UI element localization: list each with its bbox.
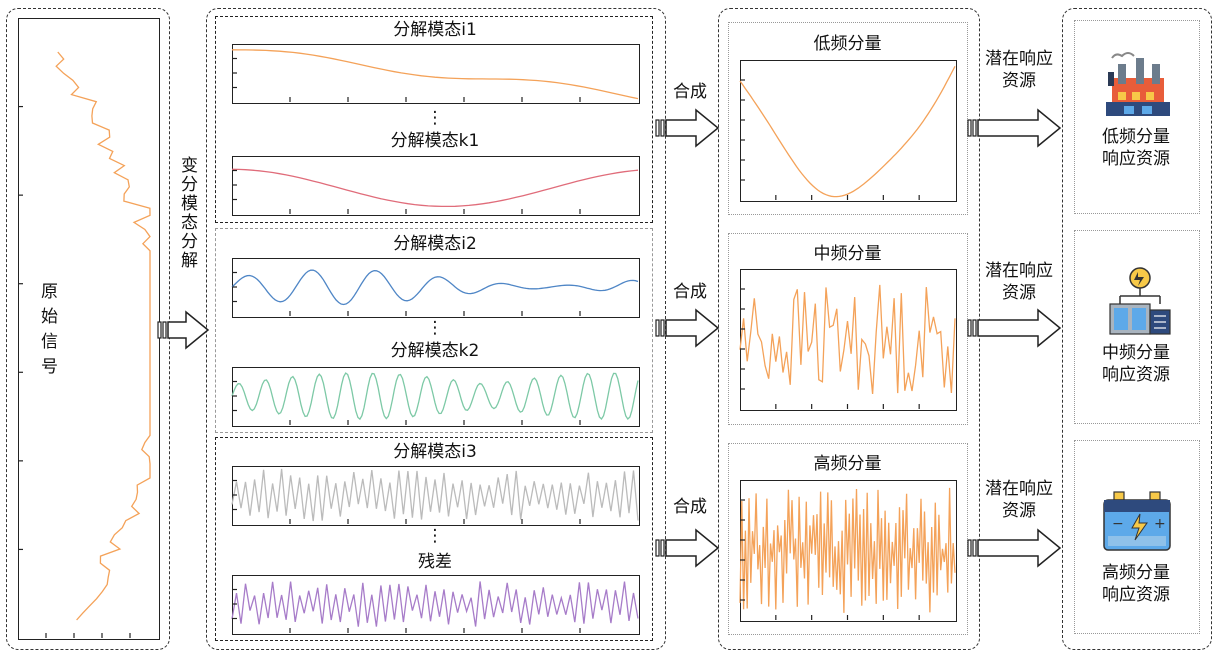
ellipsis-1: ⋮	[426, 108, 444, 128]
mid-resource-box	[1074, 230, 1200, 424]
mode-i2-plot	[232, 258, 640, 318]
synth-arrow-3-tail	[660, 539, 665, 557]
mode-k2-title: 分解模态k2	[390, 341, 480, 361]
ellipsis-3: ⋮	[426, 526, 444, 546]
resource-arrow-3-tail	[972, 539, 977, 557]
original-signal-text: 原始信号	[37, 282, 57, 382]
synth-label-3: 合成	[673, 497, 707, 517]
resource-arrow-1	[977, 108, 1062, 148]
vmd-arrow-tail	[157, 321, 162, 339]
high-resource-box	[1074, 440, 1200, 634]
mode-group-3	[215, 437, 653, 641]
low-component-title: 低频分量	[813, 34, 882, 54]
ellipsis-2: ⋮	[426, 318, 444, 338]
low-component-curve	[739, 66, 956, 198]
vmd-arrow-tail	[162, 321, 167, 339]
low-component-plot	[740, 60, 957, 202]
mode-i2-title: 分解模态i2	[393, 234, 477, 254]
synth-arrow-3	[665, 528, 720, 568]
original-signal-plot	[18, 18, 160, 640]
synth-label-2: 合成	[673, 282, 707, 302]
synth-arrow-1-tail	[655, 119, 660, 137]
original-signal-label: 原始信号	[34, 282, 57, 390]
synth-label-1: 合成	[673, 82, 707, 102]
mid-component-plot	[740, 269, 957, 411]
factory-icon	[1106, 52, 1170, 116]
low-component-box	[728, 22, 968, 215]
mode-i1-plot	[232, 44, 640, 104]
resource-arrow-1-tail	[967, 119, 972, 137]
mode-k1-title: 分解模态k1	[390, 131, 480, 151]
battery-icon: − +	[1103, 491, 1171, 551]
resource-arrow-2-tail	[972, 319, 977, 337]
potential-label-2: 潜在响应 资源	[985, 261, 1053, 303]
high-component-box	[728, 443, 968, 635]
resource-arrow-1-tail	[972, 119, 977, 137]
resource-arrow-2-tail	[967, 319, 972, 337]
mid-component-title: 中频分量	[813, 244, 882, 264]
synth-arrow-2-tail	[655, 319, 660, 337]
high-resource-text: 高频分量 响应资源	[1102, 563, 1170, 605]
svg-text:+: +	[1154, 516, 1166, 532]
resource-arrow-2	[977, 308, 1062, 348]
low-resource-box	[1074, 20, 1200, 214]
mode-group-2	[215, 228, 653, 433]
synth-arrow-1-tail	[660, 119, 665, 137]
mode-i1-title: 分解模态i1	[393, 20, 477, 40]
potential-label-1: 潜在响应 资源	[985, 49, 1053, 91]
synth-arrow-2	[665, 308, 720, 348]
low-resource-text: 低频分量 响应资源	[1102, 127, 1170, 169]
residual-curve	[231, 581, 639, 627]
vmd-label: 变分模态分解	[177, 156, 197, 270]
resource-arrow-3-tail	[967, 539, 972, 557]
mode-k2-curve	[231, 372, 639, 421]
mode-i3-title: 分解模态i3	[393, 442, 477, 462]
resource-arrow-3	[977, 528, 1062, 568]
mode-i1-curve	[231, 49, 639, 100]
high-component-curve	[739, 487, 956, 613]
vmd-arrow	[167, 310, 210, 350]
power-cabinet-icon	[1109, 267, 1171, 335]
mode-k1-curve	[231, 168, 639, 208]
axis-ticks	[18, 57, 920, 638]
high-component-title: 高频分量	[813, 454, 882, 474]
synth-arrow-2-tail	[660, 319, 665, 337]
mode-i3-curve	[231, 468, 639, 522]
flow-arrows	[157, 108, 1062, 568]
synth-arrow-3-tail	[655, 539, 660, 557]
residual-title: 残差	[418, 552, 452, 572]
resources-group	[1062, 8, 1212, 650]
potential-label-3: 潜在响应 资源	[985, 479, 1053, 521]
svg-text:−: −	[1112, 516, 1124, 532]
signal-curves	[55, 49, 956, 627]
mode-group-1	[215, 16, 653, 223]
mid-resource-text: 中频分量 响应资源	[1102, 343, 1170, 385]
synth-arrow-1	[665, 108, 720, 148]
mid-component-curve	[739, 284, 956, 394]
mode-i2-curve	[231, 269, 639, 306]
original-signal-curve	[55, 51, 151, 621]
